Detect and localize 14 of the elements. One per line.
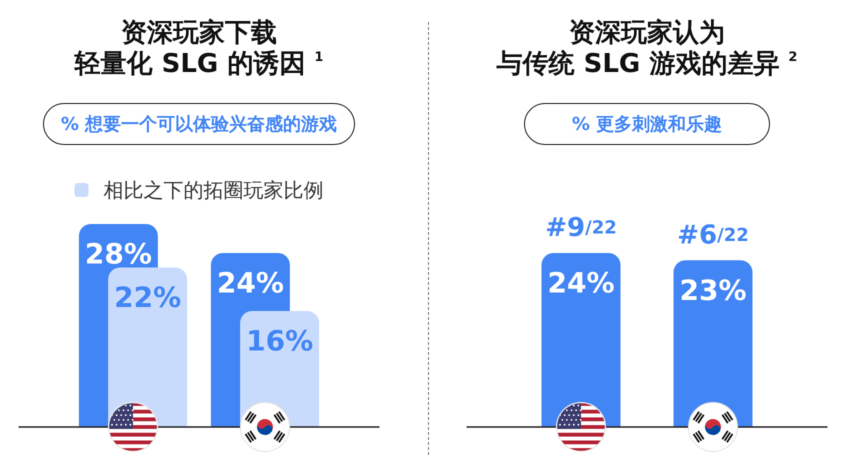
data-label: 24% — [547, 266, 615, 300]
annotation: #9/22 — [545, 213, 617, 243]
chart-title: 资深玩家下载轻量化 SLG 的诱因 $^{1}$ — [74, 18, 324, 79]
bar — [108, 268, 188, 427]
annotation: #6/22 — [677, 220, 749, 250]
data-label: 23% — [679, 274, 747, 307]
data-label: 24% — [216, 266, 284, 300]
data-label: 22% — [114, 281, 182, 314]
legend-label: 相比之下的拓圈玩家比例 — [104, 178, 324, 202]
chart-subtitle: % 更多刺激和乐趣 — [572, 113, 722, 136]
chart-subtitle: % 想要一个可以体验兴奋感的游戏 — [60, 113, 338, 136]
chart-title: 资深玩家认为与传统 SLG 游戏的差异 $^{2}$ — [496, 18, 798, 79]
data-label: 16% — [246, 324, 314, 358]
data-label: 28% — [84, 238, 152, 270]
